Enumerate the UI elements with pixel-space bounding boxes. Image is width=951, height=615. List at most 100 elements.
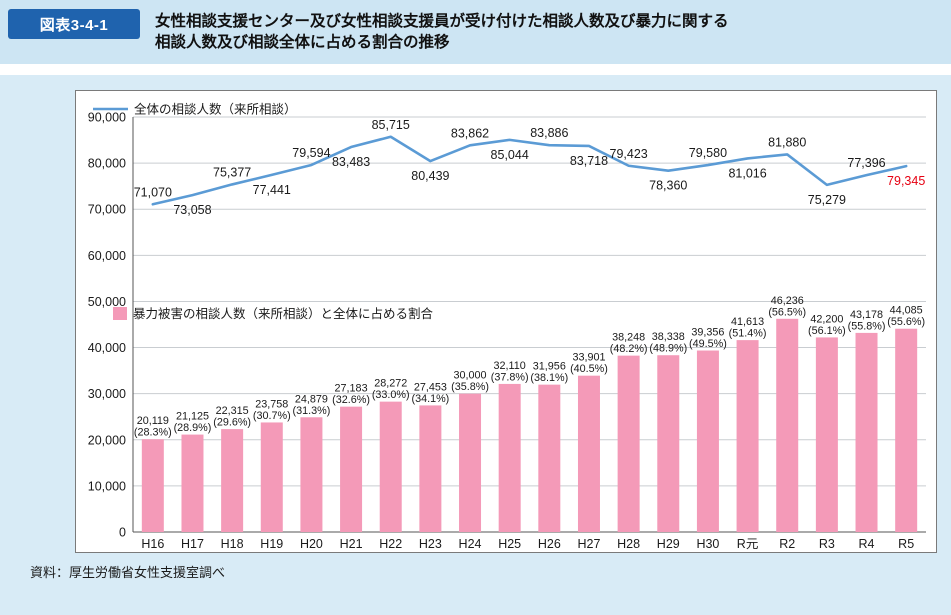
bar-value-label: 38,248 <box>612 332 645 344</box>
figure-title-line2: 相談人数及び相談全体に占める割合の推移 <box>155 34 450 51</box>
x-tick-label: H26 <box>538 537 561 551</box>
line-value-label: 83,483 <box>332 155 370 169</box>
bar <box>379 401 402 532</box>
line-value-label: 83,718 <box>570 154 608 168</box>
x-tick-label: H27 <box>578 537 601 551</box>
x-tick-label: H23 <box>419 537 442 551</box>
bar-percent-label: (56.5%) <box>768 306 806 318</box>
bar <box>776 318 799 532</box>
y-tick-label: 70,000 <box>88 203 126 217</box>
bar <box>459 393 482 532</box>
x-tick-label: R2 <box>779 537 795 551</box>
bar <box>736 340 759 532</box>
chart-panel: 0 10,000 20,000 30,000 40,000 50,000 60,000 70,… <box>0 75 951 615</box>
bar-value-label: 24,879 <box>295 393 328 405</box>
bar-legend-label: 暴力被害の相談人数（来所相談）と全体に占める割合 <box>133 306 434 321</box>
y-tick-label: 30,000 <box>88 387 126 401</box>
bar-value-label: 38,338 <box>652 331 685 343</box>
bar <box>498 383 521 532</box>
bar-percent-label: (31.3%) <box>293 405 331 417</box>
bar-value-label: 21,125 <box>176 411 209 423</box>
line-value-label: 77,396 <box>847 156 885 170</box>
y-tick-label: 50,000 <box>88 295 126 309</box>
x-tick-label: H20 <box>300 537 323 551</box>
y-tick-label: 40,000 <box>88 341 126 355</box>
bar-legend-swatch <box>113 307 127 320</box>
x-tick-label: R4 <box>859 537 875 551</box>
chart-svg: 0 10,000 20,000 30,000 40,000 50,000 60,000 70,… <box>88 102 926 551</box>
bar-percent-label: (37.8%) <box>491 371 529 383</box>
total-line <box>151 135 908 206</box>
bar <box>300 417 323 532</box>
bar-percent-label: (48.9%) <box>649 343 687 355</box>
line-legend-label: 全体の相談人数（来所相談） <box>134 102 297 117</box>
x-tick-label: R元 <box>737 537 759 551</box>
bar-value-label: 32,110 <box>494 360 526 372</box>
x-tick-label: H29 <box>657 537 680 551</box>
y-tick-label: 60,000 <box>88 249 126 263</box>
bar-percent-label: (48.2%) <box>610 343 648 355</box>
x-tick-label: R3 <box>819 537 835 551</box>
bar <box>855 332 878 532</box>
line-value-label: 81,016 <box>728 166 766 180</box>
bar-percent-label: (55.6%) <box>887 316 925 328</box>
x-tick-label: H22 <box>379 537 402 551</box>
bar-value-label: 30,000 <box>454 370 487 382</box>
bar-value-label: 20,119 <box>137 415 169 427</box>
bar <box>895 328 918 532</box>
x-tick-label: H25 <box>498 537 521 551</box>
bar <box>696 350 719 532</box>
bar-value-label: 27,183 <box>335 383 368 395</box>
y-tick-label: 10,000 <box>88 479 126 493</box>
bar-value-label: 41,613 <box>731 316 764 328</box>
x-tick-label: H17 <box>181 537 204 551</box>
x-tick-label: H21 <box>340 537 363 551</box>
bar-value-label: 43,178 <box>850 309 883 321</box>
bar-percent-label: (33.0%) <box>372 389 410 401</box>
bar-percent-label: (30.7%) <box>253 410 291 422</box>
line-value-label: 77,441 <box>253 183 291 197</box>
line-value-label: 71,070 <box>134 185 172 199</box>
bar-value-label: 39,356 <box>691 327 724 339</box>
bar-value-label: 23,758 <box>255 398 288 410</box>
bar <box>181 434 204 532</box>
line-value-label: 85,044 <box>491 148 529 162</box>
x-tick-label: H24 <box>459 537 482 551</box>
bar-value-label: 28,272 <box>374 378 407 390</box>
source-note: 資料：厚生労働省女性支援室調べ <box>30 565 226 580</box>
x-tick-label: H30 <box>696 537 719 551</box>
x-tick-label: R5 <box>898 537 914 551</box>
line-value-label: 79,345 <box>887 174 925 188</box>
bar <box>617 355 640 532</box>
line-value-label: 80,439 <box>411 169 449 183</box>
line-value-label: 83,862 <box>451 126 489 140</box>
x-tick-label: H18 <box>221 537 244 551</box>
bar-percent-label: (35.8%) <box>451 381 489 393</box>
figure-title: 女性相談支援センター及び女性相談支援員が受け付けた相談人数及び暴力に関する 相談… <box>155 9 729 53</box>
bar-value-label: 31,956 <box>533 361 566 373</box>
bar <box>419 405 442 532</box>
figure-number-badge: 図表3-4-1 <box>8 9 140 39</box>
bar-value-label: 33,901 <box>572 352 605 364</box>
y-tick-label: 20,000 <box>88 433 126 447</box>
bar-percent-label: (32.6%) <box>332 394 370 406</box>
bar-percent-label: (29.6%) <box>213 417 251 429</box>
line-value-label: 79,594 <box>292 146 330 160</box>
x-tick-label: H19 <box>260 537 283 551</box>
y-tick-label: 80,000 <box>88 157 126 171</box>
line-value-label: 85,715 <box>372 118 410 132</box>
figure-title-line1: 女性相談支援センター及び女性相談支援員が受け付けた相談人数及び暴力に関する <box>155 13 729 30</box>
line-value-label: 73,058 <box>173 203 211 217</box>
bar-value-label: 42,200 <box>810 313 843 325</box>
line-value-label: 78,360 <box>649 179 687 193</box>
x-tick-label: H16 <box>141 537 164 551</box>
y-tick-label: 0 <box>119 526 126 540</box>
y-tick-label: 90,000 <box>88 111 126 125</box>
bar <box>260 422 283 532</box>
x-tick-label: H28 <box>617 537 640 551</box>
bar-percent-label: (28.9%) <box>174 422 212 434</box>
bar-percent-label: (51.4%) <box>729 328 767 340</box>
line-value-label: 79,580 <box>689 146 727 160</box>
bar <box>538 384 561 532</box>
